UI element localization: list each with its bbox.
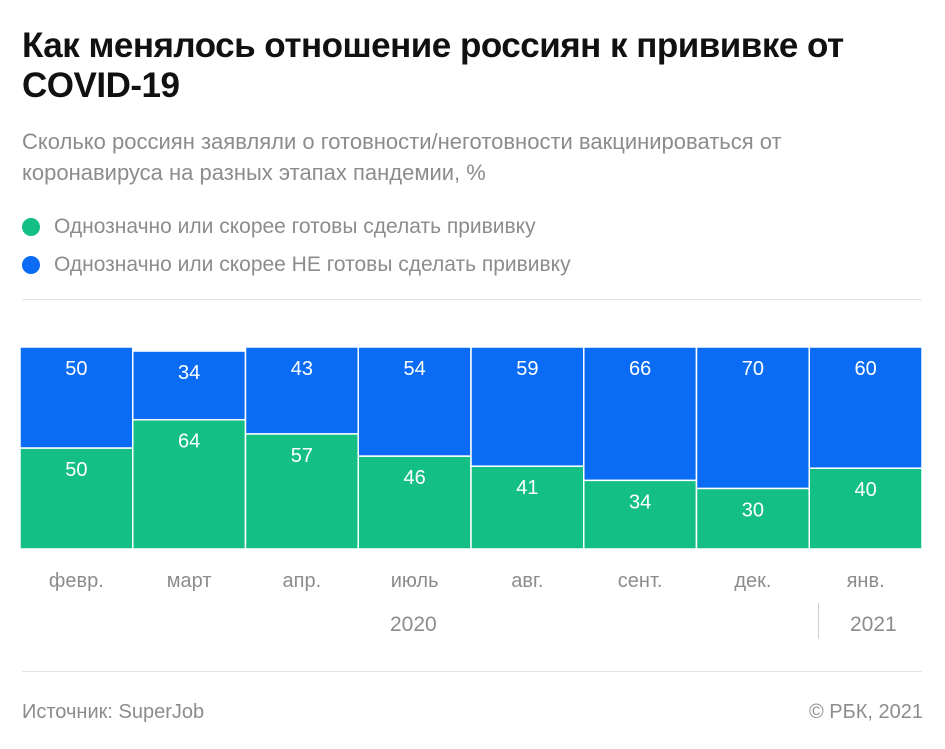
bar-not-ready-6 (695, 346, 810, 490)
year-label-2021: 2021 (850, 613, 897, 636)
bottom-divider (22, 671, 922, 672)
year-divider (818, 603, 819, 639)
label-not-ready-4: 59 (516, 358, 538, 380)
legend: Однозначно или скорее готовы сделать при… (22, 208, 571, 284)
bar-ready-4 (470, 465, 585, 550)
bar-not-ready-2 (244, 346, 359, 435)
x-tick-label-6: дек. (734, 570, 771, 592)
x-tick-label-1: март (167, 570, 212, 592)
bar-ready-3 (357, 455, 472, 550)
label-not-ready-5: 66 (629, 358, 651, 380)
bar-not-ready-4 (470, 346, 585, 467)
label-not-ready-0: 50 (65, 358, 87, 380)
legend-item-ready: Однозначно или скорее готовы сделать при… (22, 208, 571, 246)
x-tick-label-5: сент. (618, 570, 663, 592)
label-ready-1: 64 (178, 431, 200, 453)
bar-ready-5 (583, 479, 698, 550)
label-not-ready-1: 34 (178, 362, 200, 384)
label-ready-2: 57 (291, 445, 313, 467)
label-ready-5: 34 (629, 491, 651, 513)
bar-not-ready-3 (357, 346, 472, 457)
x-tick-label-4: авг. (511, 570, 543, 592)
year-label-2020: 2020 (390, 613, 437, 636)
top-divider (22, 299, 922, 300)
chart-title: Как менялось отношение россиян к прививк… (22, 26, 844, 105)
label-not-ready-3: 54 (404, 358, 426, 380)
legend-label-ready: Однозначно или скорее готовы сделать при… (54, 215, 536, 238)
label-ready-4: 41 (516, 477, 538, 499)
copyright-note: © РБК, 2021 (808, 701, 923, 723)
chart-subtitle: Сколько россиян заявляли о готовности/не… (22, 129, 782, 185)
bar-ready-2 (244, 433, 359, 550)
bar-not-ready-7 (808, 346, 923, 469)
label-ready-7: 40 (855, 479, 877, 501)
label-ready-6: 30 (742, 499, 764, 521)
x-tick-label-2: апр. (283, 570, 322, 592)
x-tick-label-3: июль (391, 570, 439, 592)
legend-item-not-ready: Однозначно или скорее НЕ готовы сделать … (22, 246, 571, 284)
bar-ready-1 (132, 418, 247, 550)
label-not-ready-2: 43 (291, 358, 313, 380)
bar-not-ready-1 (132, 350, 247, 421)
x-tick-label-7: янв. (847, 570, 885, 592)
source-note: Источник: SuperJob (22, 701, 205, 723)
bar-not-ready-0 (19, 346, 134, 449)
x-tick-label-0: февр. (49, 570, 104, 592)
legend-label-not-ready: Однозначно или скорее НЕ готовы сделать … (54, 253, 571, 276)
legend-dot-ready (22, 218, 40, 236)
label-not-ready-6: 70 (742, 358, 764, 380)
label-ready-0: 50 (65, 459, 87, 481)
label-not-ready-7: 60 (855, 358, 877, 380)
label-ready-3: 46 (404, 467, 426, 489)
legend-dot-not-ready (22, 256, 40, 274)
